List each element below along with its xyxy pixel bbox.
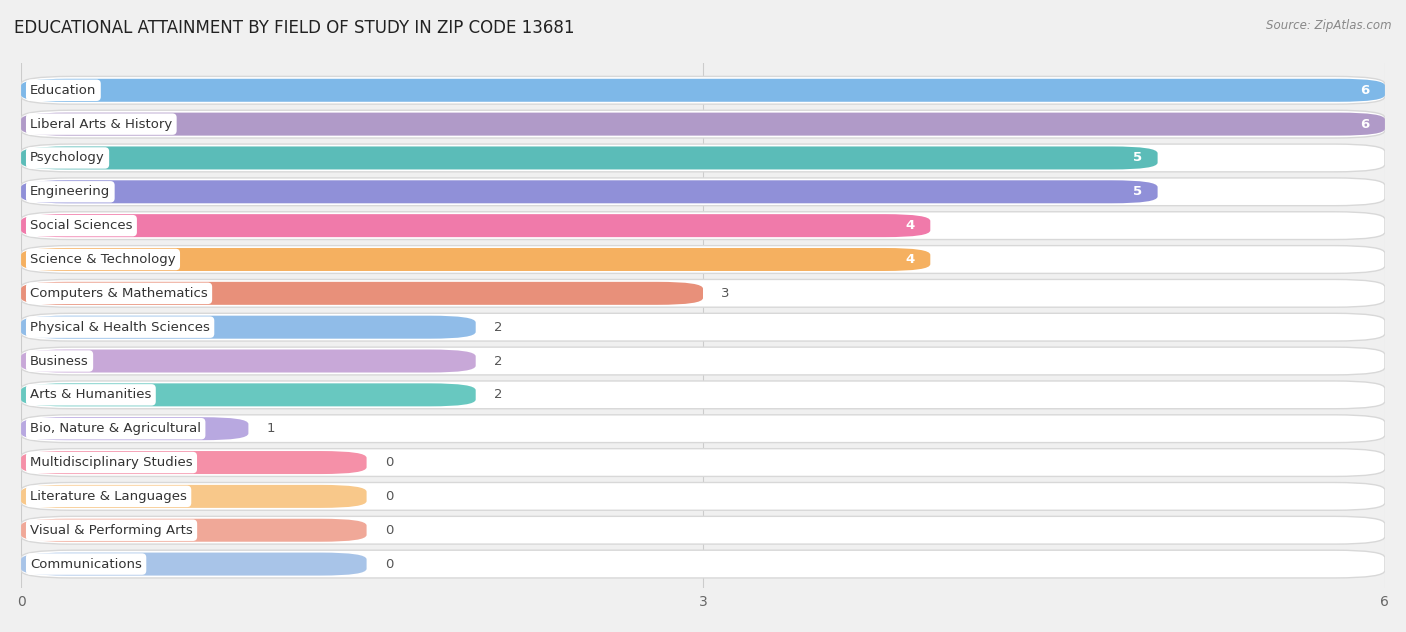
FancyBboxPatch shape [21,449,1385,477]
Text: Liberal Arts & History: Liberal Arts & History [30,118,173,131]
FancyBboxPatch shape [21,279,1385,307]
FancyBboxPatch shape [21,349,475,372]
Text: Literature & Languages: Literature & Languages [30,490,187,503]
FancyBboxPatch shape [21,417,249,441]
Text: Psychology: Psychology [30,152,105,164]
Text: 5: 5 [1133,185,1142,198]
Text: 5: 5 [1133,152,1142,164]
FancyBboxPatch shape [21,147,1157,169]
Text: Physical & Health Sciences: Physical & Health Sciences [30,320,209,334]
Text: Communications: Communications [30,557,142,571]
Text: Social Sciences: Social Sciences [30,219,132,232]
FancyBboxPatch shape [21,282,703,305]
Text: Bio, Nature & Agricultural: Bio, Nature & Agricultural [30,422,201,435]
Text: 0: 0 [385,456,394,469]
FancyBboxPatch shape [21,144,1385,172]
FancyBboxPatch shape [21,381,1385,409]
Text: Source: ZipAtlas.com: Source: ZipAtlas.com [1267,19,1392,32]
FancyBboxPatch shape [21,315,475,339]
FancyBboxPatch shape [21,212,1385,240]
Text: Business: Business [30,355,89,368]
Text: 2: 2 [494,355,502,368]
Text: Computers & Mathematics: Computers & Mathematics [30,287,208,300]
FancyBboxPatch shape [21,519,367,542]
Text: Arts & Humanities: Arts & Humanities [30,388,152,401]
Text: 6: 6 [1360,84,1369,97]
FancyBboxPatch shape [21,178,1385,205]
Text: 0: 0 [385,490,394,503]
FancyBboxPatch shape [21,550,1385,578]
Text: EDUCATIONAL ATTAINMENT BY FIELD OF STUDY IN ZIP CODE 13681: EDUCATIONAL ATTAINMENT BY FIELD OF STUDY… [14,19,575,37]
Text: Education: Education [30,84,97,97]
FancyBboxPatch shape [21,485,367,508]
FancyBboxPatch shape [21,112,1385,136]
FancyBboxPatch shape [21,552,367,576]
Text: Multidisciplinary Studies: Multidisciplinary Studies [30,456,193,469]
FancyBboxPatch shape [21,384,475,406]
FancyBboxPatch shape [21,246,1385,274]
FancyBboxPatch shape [21,79,1385,102]
FancyBboxPatch shape [21,248,931,271]
Text: Science & Technology: Science & Technology [30,253,176,266]
Text: 0: 0 [385,557,394,571]
Text: 3: 3 [721,287,730,300]
Text: 4: 4 [905,253,914,266]
FancyBboxPatch shape [21,110,1385,138]
FancyBboxPatch shape [21,180,1157,204]
Text: 4: 4 [905,219,914,232]
FancyBboxPatch shape [21,313,1385,341]
FancyBboxPatch shape [21,76,1385,104]
FancyBboxPatch shape [21,451,367,474]
FancyBboxPatch shape [21,482,1385,510]
FancyBboxPatch shape [21,214,931,237]
FancyBboxPatch shape [21,347,1385,375]
FancyBboxPatch shape [21,415,1385,442]
FancyBboxPatch shape [21,516,1385,544]
Text: 1: 1 [267,422,276,435]
Text: 0: 0 [385,524,394,537]
Text: 2: 2 [494,320,502,334]
Text: 6: 6 [1360,118,1369,131]
Text: Visual & Performing Arts: Visual & Performing Arts [30,524,193,537]
Text: 2: 2 [494,388,502,401]
Text: Engineering: Engineering [30,185,111,198]
